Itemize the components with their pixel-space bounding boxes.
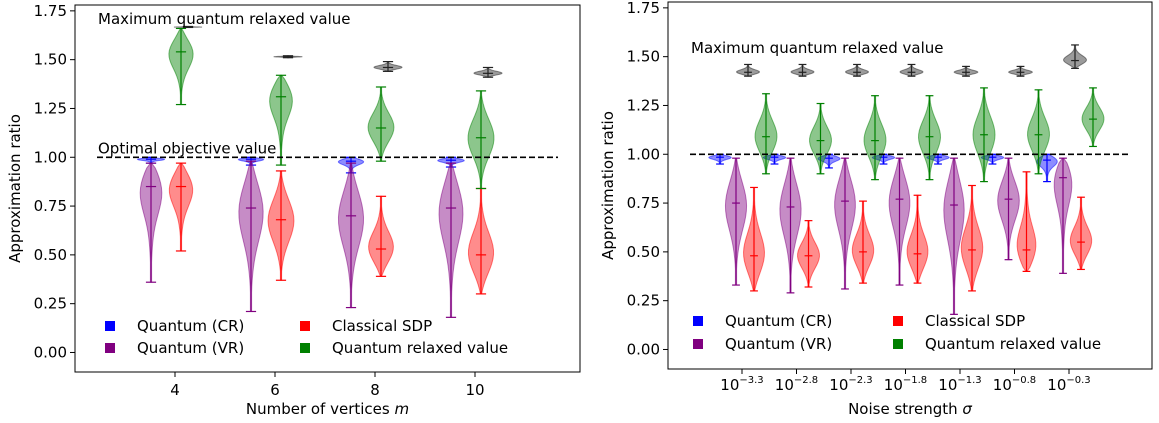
x-tick-exponent: −1.3 — [957, 375, 981, 386]
y-tick-label: 0.50 — [34, 246, 67, 264]
max-relaxed-label: Maximum quantum relaxed value — [98, 10, 351, 28]
y-axis-label: Approximation ratio — [6, 114, 24, 263]
x-tick-base: 10 — [829, 376, 848, 394]
y-tick-label: 1.75 — [34, 2, 67, 20]
x-tick-exponent: −0.8 — [1012, 375, 1036, 386]
y-tick-label: 1.00 — [627, 145, 660, 163]
series-quantum-cr- — [708, 153, 1058, 183]
axes-frame — [74, 4, 581, 373]
y-tick-label: 1.75 — [627, 0, 660, 17]
legend-marker — [105, 343, 115, 353]
legend-marker — [105, 321, 115, 331]
legend-label: Classical SDP — [332, 317, 432, 335]
panel-2: 0.00 0.25 0.50 0.75 1.00 1.25 1.50 1.75 Approxim… — [599, 0, 1153, 418]
x-tick-label: 10−2.8 — [775, 375, 818, 394]
legend-marker — [893, 339, 903, 349]
x-axis-label: Noise strength σ — [848, 400, 972, 418]
series-quantum-relaxed-value — [754, 87, 1105, 183]
series-quantum-vr- — [724, 157, 1073, 315]
x-tick-base: 10 — [720, 376, 739, 394]
y-tick-label: 0.75 — [34, 197, 67, 215]
x-tick-label: 10 — [465, 381, 484, 399]
max-relaxed-label: Maximum quantum relaxed value — [691, 39, 944, 57]
x-tick-label: 10−1.3 — [938, 375, 981, 394]
legend-marker — [893, 316, 903, 326]
x-tick-exponent: −3.3 — [739, 375, 763, 386]
legend-label: Quantum relaxed value — [332, 339, 508, 357]
x-tick-exponent: −2.3 — [848, 375, 872, 386]
y-tick-label: 0.00 — [34, 343, 67, 361]
x-tick-label: 10−2.3 — [829, 375, 872, 394]
x-tick-label: 10−3.3 — [720, 375, 763, 394]
x-tick-label: 4 — [170, 381, 180, 399]
y-tick-label: 0.50 — [627, 243, 660, 261]
y-tick-label: 0.25 — [34, 295, 67, 313]
legend-marker — [693, 316, 703, 326]
axes-frame — [667, 1, 1153, 370]
legend-label: Classical SDP — [925, 312, 1025, 330]
x-tick-base: 10 — [938, 376, 957, 394]
x-axis-label: Number of vertices m — [246, 400, 409, 418]
x-axis-label-symbol: m — [395, 400, 410, 418]
series-classical-sdp — [168, 162, 495, 295]
x-tick-label: 10−1.8 — [884, 375, 927, 394]
y-tick-label: 1.00 — [34, 148, 67, 166]
x-axis-label-text: Noise strength — [848, 400, 962, 418]
legend-label: Quantum (VR) — [137, 339, 244, 357]
legend-label: Quantum (CR) — [137, 317, 244, 335]
series-quantum-vr- — [139, 160, 464, 318]
legend-marker — [300, 343, 310, 353]
legend-label: Quantum (CR) — [725, 312, 832, 330]
y-tick-label: 0.00 — [627, 340, 660, 358]
x-tick-base: 10 — [1047, 376, 1066, 394]
legend-label: Quantum relaxed value — [925, 335, 1101, 353]
legend-marker — [693, 339, 703, 349]
y-tick-label: 1.50 — [627, 48, 660, 66]
series-maximum-quantum-relaxed-value — [173, 25, 503, 78]
series-quantum-relaxed-value — [168, 27, 495, 190]
panel-1: 0.00 0.25 0.50 0.75 1.00 1.25 1.50 1.75 Approxim… — [6, 2, 581, 418]
legend: Quantum (CR) Classical SDP Quantum (VR) Qua… — [105, 317, 508, 357]
x-tick-base: 10 — [775, 376, 794, 394]
x-tick-label: 6 — [270, 381, 280, 399]
x-tick-label: 10−0.3 — [1047, 375, 1090, 394]
legend-marker — [300, 321, 310, 331]
reference-line-label: Optimal objective value — [98, 139, 276, 157]
legend-label: Quantum (VR) — [725, 335, 832, 353]
x-tick-base: 10 — [993, 376, 1012, 394]
x-axis-label-text: Number of vertices — [246, 400, 395, 418]
series-maximum-quantum-relaxed-value — [736, 44, 1087, 77]
x-tick-exponent: −1.8 — [903, 375, 927, 386]
y-tick-label: 0.25 — [627, 292, 660, 310]
y-tick-label: 1.25 — [34, 99, 67, 117]
x-tick-exponent: −0.3 — [1066, 375, 1090, 386]
y-tick-label: 0.75 — [627, 194, 660, 212]
y-axis-label: Approximation ratio — [599, 111, 617, 260]
x-tick-label: 10−0.8 — [993, 375, 1036, 394]
x-axis-label-symbol: σ — [962, 400, 972, 418]
x-tick-exponent: −2.8 — [794, 375, 818, 386]
y-tick-label: 1.50 — [34, 51, 67, 69]
series-classical-sdp — [743, 171, 1093, 292]
x-tick-base: 10 — [884, 376, 903, 394]
x-tick-label: 8 — [370, 381, 380, 399]
y-tick-label: 1.25 — [627, 96, 660, 114]
legend: Quantum (CR) Classical SDP Quantum (VR) Qua… — [693, 312, 1101, 353]
